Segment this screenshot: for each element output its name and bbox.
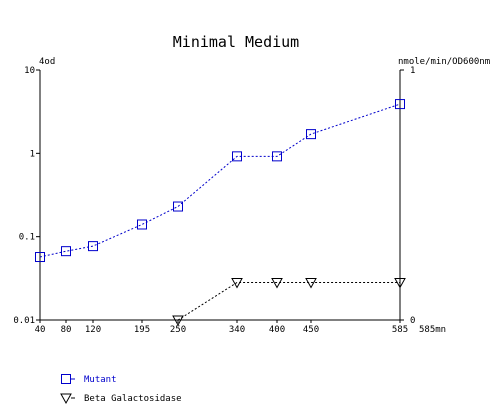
data-point xyxy=(395,99,405,110)
data-point xyxy=(305,278,317,289)
x-tick-label: 340 xyxy=(229,325,245,335)
data-point xyxy=(394,278,406,289)
legend-label: Mutant xyxy=(84,375,117,385)
series-line xyxy=(177,282,400,321)
x-tick-label: 195 xyxy=(134,325,150,335)
legend: Mutant Beta Galactosidase xyxy=(60,374,182,405)
right-axis-ticks: 10 xyxy=(400,66,415,326)
x-tick-label: 120 xyxy=(85,325,101,335)
data-point xyxy=(35,252,45,263)
x-axis-ticks: 40 80 120 195 250 340 400 450 585 xyxy=(35,320,408,335)
x-tick-label: 450 xyxy=(303,325,319,335)
data-point xyxy=(231,278,243,289)
legend-marker xyxy=(60,393,72,405)
x-tick-label: 250 xyxy=(170,325,186,335)
data-point xyxy=(173,201,183,212)
left-tick-label: 0.1 xyxy=(19,233,35,243)
series-line xyxy=(39,103,401,258)
right-tick-label: 1 xyxy=(410,66,415,76)
legend-label: Beta Galactosidase xyxy=(84,394,182,404)
left-tick-label: 0.01 xyxy=(13,316,35,326)
data-point xyxy=(306,129,316,140)
x-tick-label: 40 xyxy=(35,325,46,335)
data-point xyxy=(61,246,71,257)
data-point xyxy=(88,241,98,252)
data-point xyxy=(272,151,282,162)
data-point xyxy=(271,278,283,289)
left-tick-label: 10 xyxy=(24,66,35,76)
left-tick-label: 1 xyxy=(30,149,35,159)
left-axis-ticks: 10 1 0.1 0.01 xyxy=(13,66,40,326)
x-tick-label: 400 xyxy=(269,325,285,335)
chart-title: Minimal Medium xyxy=(173,33,299,51)
legend-marker xyxy=(61,374,71,384)
data-point xyxy=(172,315,184,327)
right-tick-label: 0 xyxy=(410,316,415,326)
x-axis-unit: 585mn xyxy=(419,325,446,335)
data-point xyxy=(232,151,242,162)
right-axis-unit: nmole/min/OD600nm xyxy=(398,57,490,67)
left-axis-unit: 4od xyxy=(39,57,55,67)
series-layer xyxy=(35,99,406,327)
x-tick-label: 585 xyxy=(392,325,408,335)
data-point xyxy=(137,219,147,230)
x-tick-label: 80 xyxy=(61,325,72,335)
